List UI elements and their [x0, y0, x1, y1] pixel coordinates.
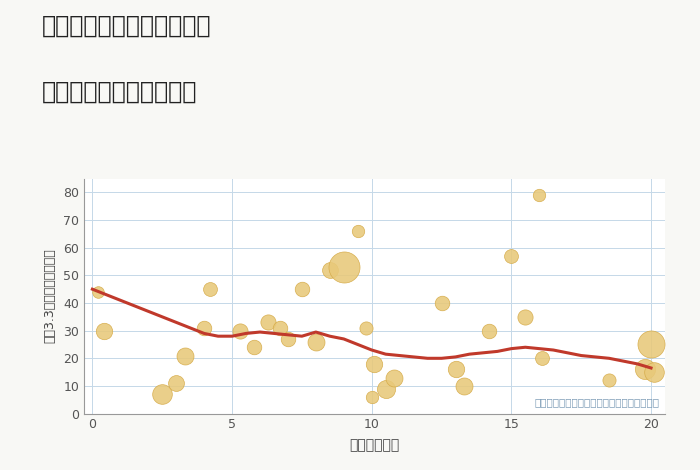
- Point: [648, 368, 659, 376]
- Point: [369, 360, 380, 368]
- Point: [645, 341, 657, 348]
- Point: [204, 285, 216, 293]
- Point: [338, 263, 349, 271]
- Point: [248, 344, 260, 351]
- Point: [603, 376, 615, 384]
- Point: [199, 324, 210, 332]
- Point: [360, 324, 372, 332]
- Point: [352, 227, 363, 235]
- Point: [536, 354, 547, 362]
- Point: [157, 391, 168, 398]
- Y-axis label: 坪（3.3㎡）単価（万円）: 坪（3.3㎡）単価（万円）: [43, 249, 56, 344]
- Point: [282, 335, 293, 343]
- Point: [533, 191, 545, 199]
- Point: [450, 366, 461, 373]
- Point: [506, 252, 517, 260]
- Text: 円の大きさは、取引のあった物件面積を示す: 円の大きさは、取引のあった物件面積を示す: [534, 397, 659, 407]
- Point: [366, 393, 377, 401]
- Point: [171, 379, 182, 387]
- Point: [296, 285, 307, 293]
- Point: [324, 266, 335, 274]
- Point: [98, 327, 109, 335]
- Point: [92, 288, 104, 296]
- Text: 駅距離別中古戸建て価格: 駅距離別中古戸建て価格: [42, 80, 197, 104]
- Point: [234, 327, 246, 335]
- Point: [519, 313, 531, 321]
- Point: [274, 324, 285, 332]
- Point: [458, 382, 470, 390]
- Point: [640, 366, 651, 373]
- Point: [380, 385, 391, 392]
- Point: [484, 327, 495, 335]
- Text: 兵庫県豊岡市但東町矢根の: 兵庫県豊岡市但東町矢根の: [42, 14, 211, 38]
- Point: [389, 374, 400, 382]
- X-axis label: 駅距離（分）: 駅距離（分）: [349, 439, 400, 453]
- Point: [262, 319, 274, 326]
- Point: [310, 338, 321, 345]
- Point: [436, 299, 447, 307]
- Point: [179, 352, 190, 359]
